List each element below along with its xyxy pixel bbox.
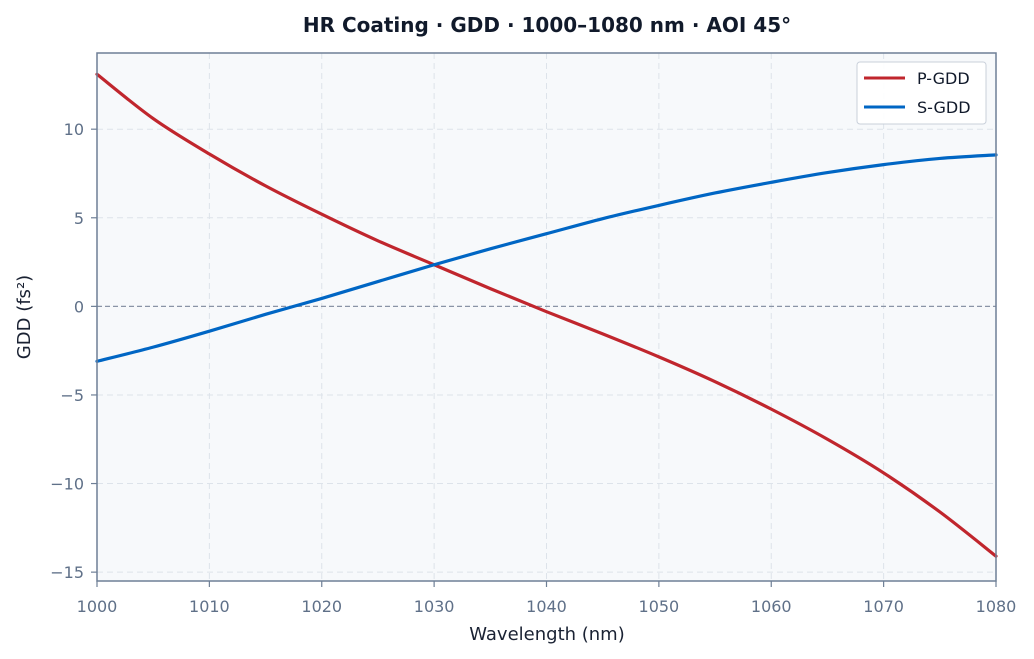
- x-tick-label: 1070: [863, 597, 904, 616]
- x-tick-label: 1050: [639, 597, 680, 616]
- series-line-p-gdd: [95, 72, 998, 558]
- y-axis-ticks: −15 −10 −5 0 5 10: [50, 120, 97, 582]
- grid-lines: [97, 53, 996, 581]
- x-tick-label: 1080: [976, 597, 1017, 616]
- x-tick-label: 1060: [751, 597, 792, 616]
- x-tick-label: 1000: [77, 597, 118, 616]
- y-tick-label: −15: [50, 563, 84, 582]
- chart-title: HR Coating · GDD · 1000–1080 nm · AOI 45…: [303, 13, 791, 37]
- x-axis-label: Wavelength (nm): [469, 624, 625, 645]
- x-axis-ticks: 1000 1010 1020 1030 1040 1050 1060 1070 1080: [77, 581, 1017, 616]
- x-tick-label: 1020: [301, 597, 342, 616]
- x-tick-label: 1030: [414, 597, 455, 616]
- y-tick-label: 0: [74, 297, 84, 316]
- y-tick-label: 10: [64, 120, 84, 139]
- legend: P-GDD S-GDD: [856, 61, 987, 125]
- y-tick-label: −10: [50, 475, 84, 494]
- y-tick-label: 5: [74, 209, 84, 228]
- legend-label-p-gdd: P-GDD: [917, 69, 970, 88]
- y-axis-label: GDD (fs²): [14, 275, 35, 359]
- x-tick-label: 1040: [526, 597, 567, 616]
- y-tick-label: −5: [60, 386, 84, 405]
- x-tick-label: 1010: [189, 597, 230, 616]
- legend-label-s-gdd: S-GDD: [917, 98, 971, 117]
- series-line-s-gdd: [95, 153, 998, 363]
- series-lines: [95, 72, 998, 558]
